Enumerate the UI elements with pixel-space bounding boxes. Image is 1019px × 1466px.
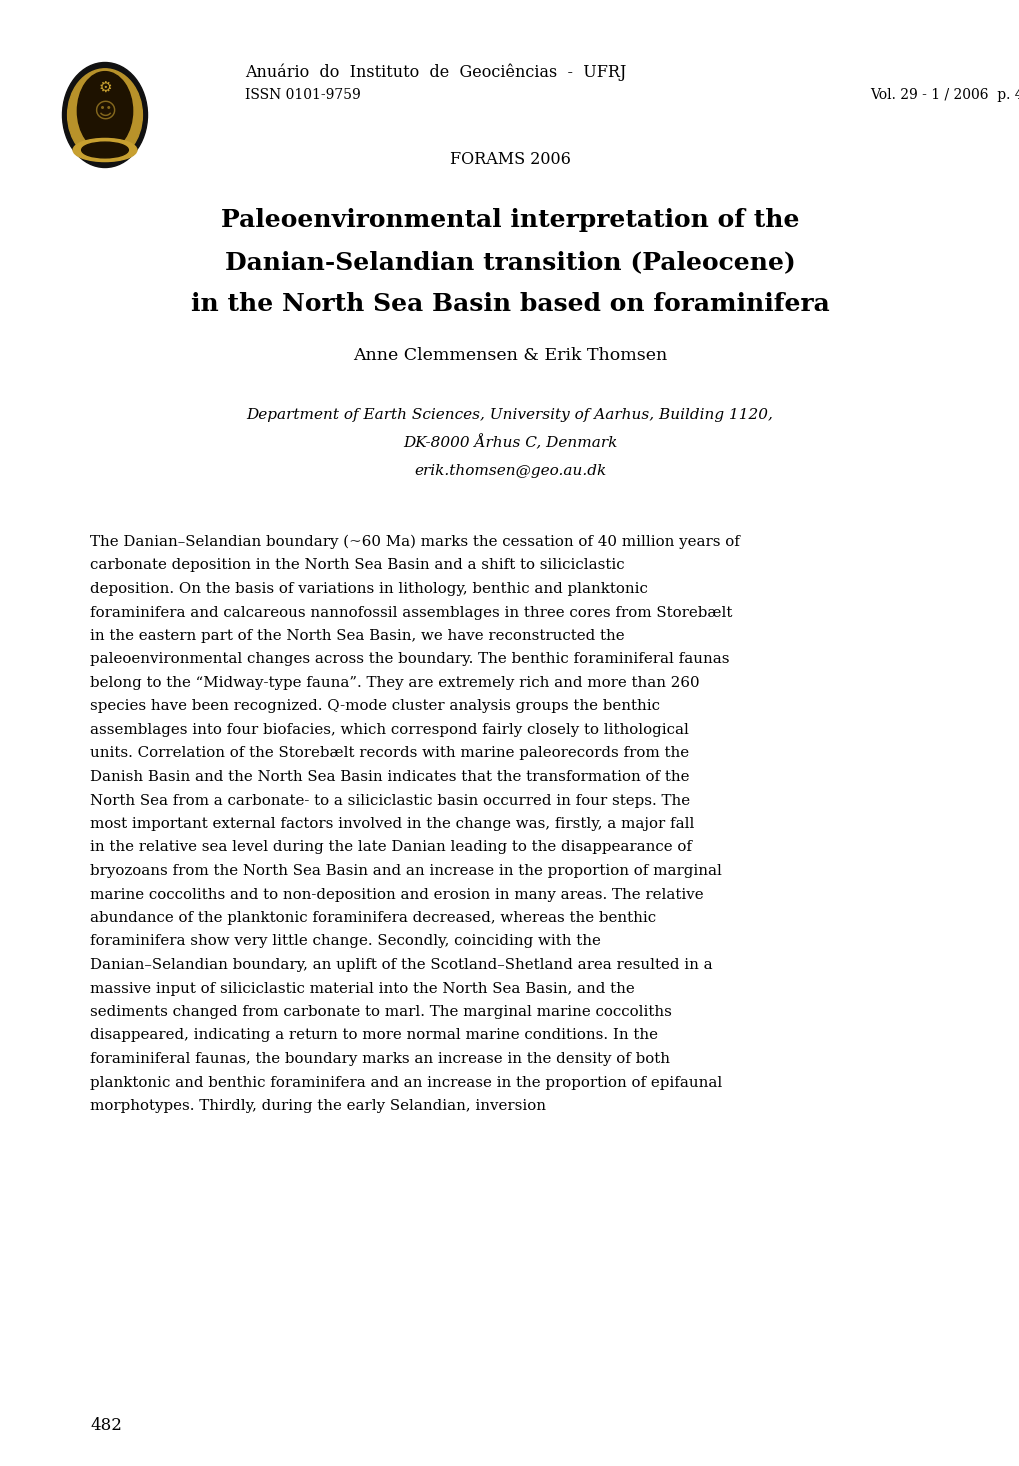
Text: species have been recognized. Q-mode cluster analysis groups the benthic: species have been recognized. Q-mode clu… [90, 699, 659, 714]
Text: in the eastern part of the North Sea Basin, we have reconstructed the: in the eastern part of the North Sea Bas… [90, 629, 624, 644]
Text: assemblages into four biofacies, which correspond fairly closely to lithological: assemblages into four biofacies, which c… [90, 723, 688, 737]
Text: Department of Earth Sciences, University of Aarhus, Building 1120,: Department of Earth Sciences, University… [247, 408, 772, 422]
Text: Danian-Selandian transition (Paleocene): Danian-Selandian transition (Paleocene) [224, 251, 795, 274]
Text: planktonic and benthic foraminifera and an increase in the proportion of epifaun: planktonic and benthic foraminifera and … [90, 1076, 721, 1089]
Text: massive input of siliciclastic material into the North Sea Basin, and the: massive input of siliciclastic material … [90, 982, 634, 995]
Text: marine coccoliths and to non-deposition and erosion in many areas. The relative: marine coccoliths and to non-deposition … [90, 887, 703, 902]
Text: disappeared, indicating a return to more normal marine conditions. In the: disappeared, indicating a return to more… [90, 1029, 657, 1042]
Text: FORAMS 2006: FORAMS 2006 [449, 151, 570, 169]
Ellipse shape [73, 138, 137, 161]
Text: Anuário  do  Instituto  de  Geociências  -  UFRJ: Anuário do Instituto de Geociências - UF… [245, 63, 626, 81]
Text: DK-8000 Århus C, Denmark: DK-8000 Århus C, Denmark [403, 435, 616, 450]
Text: paleoenvironmental changes across the boundary. The benthic foraminiferal faunas: paleoenvironmental changes across the bo… [90, 652, 729, 667]
Text: 482: 482 [90, 1418, 121, 1435]
Text: ☺: ☺ [94, 103, 116, 122]
Text: ISSN 0101-9759: ISSN 0101-9759 [245, 88, 361, 103]
Text: foraminifera show very little change. Secondly, coinciding with the: foraminifera show very little change. Se… [90, 934, 600, 949]
Ellipse shape [82, 142, 128, 158]
Text: belong to the “Midway-type fauna”. They are extremely rich and more than 260: belong to the “Midway-type fauna”. They … [90, 676, 699, 690]
Text: in the North Sea Basin based on foraminifera: in the North Sea Basin based on foramini… [191, 292, 828, 317]
Text: abundance of the planktonic foraminifera decreased, whereas the benthic: abundance of the planktonic foraminifera… [90, 910, 655, 925]
Text: bryozoans from the North Sea Basin and an increase in the proportion of marginal: bryozoans from the North Sea Basin and a… [90, 863, 721, 878]
Text: Anne Clemmensen & Erik Thomsen: Anne Clemmensen & Erik Thomsen [353, 346, 666, 364]
Text: carbonate deposition in the North Sea Basin and a shift to siliciclastic: carbonate deposition in the North Sea Ba… [90, 559, 624, 573]
Text: Vol. 29 - 1 / 2006  p. 482-483: Vol. 29 - 1 / 2006 p. 482-483 [869, 88, 1019, 103]
Text: foraminiferal faunas, the boundary marks an increase in the density of both: foraminiferal faunas, the boundary marks… [90, 1053, 669, 1066]
Text: erik.thomsen@geo.au.dk: erik.thomsen@geo.au.dk [414, 465, 605, 478]
Text: units. Correlation of the Storebælt records with marine paleorecords from the: units. Correlation of the Storebælt reco… [90, 746, 689, 761]
Text: ⚙: ⚙ [98, 79, 112, 94]
Text: North Sea from a carbonate- to a siliciclastic basin occurred in four steps. The: North Sea from a carbonate- to a silicic… [90, 793, 690, 808]
Ellipse shape [77, 72, 132, 151]
Text: deposition. On the basis of variations in lithology, benthic and planktonic: deposition. On the basis of variations i… [90, 582, 647, 597]
Text: foraminifera and calcareous nannofossil assemblages in three cores from Storebæl: foraminifera and calcareous nannofossil … [90, 605, 732, 620]
Ellipse shape [62, 63, 148, 167]
Text: morphotypes. Thirdly, during the early Selandian, inversion: morphotypes. Thirdly, during the early S… [90, 1100, 545, 1113]
Text: Danian–Selandian boundary, an uplift of the Scotland–Shetland area resulted in a: Danian–Selandian boundary, an uplift of … [90, 957, 712, 972]
Text: in the relative sea level during the late Danian leading to the disappearance of: in the relative sea level during the lat… [90, 840, 691, 855]
Text: Danish Basin and the North Sea Basin indicates that the transformation of the: Danish Basin and the North Sea Basin ind… [90, 770, 689, 784]
Ellipse shape [67, 69, 143, 161]
Text: sediments changed from carbonate to marl. The marginal marine coccoliths: sediments changed from carbonate to marl… [90, 1006, 672, 1019]
Text: The Danian–Selandian boundary (~60 Ma) marks the cessation of 40 million years o: The Danian–Selandian boundary (~60 Ma) m… [90, 535, 739, 550]
Text: most important external factors involved in the change was, firstly, a major fal: most important external factors involved… [90, 817, 694, 831]
Text: Paleoenvironmental interpretation of the: Paleoenvironmental interpretation of the [220, 208, 799, 232]
